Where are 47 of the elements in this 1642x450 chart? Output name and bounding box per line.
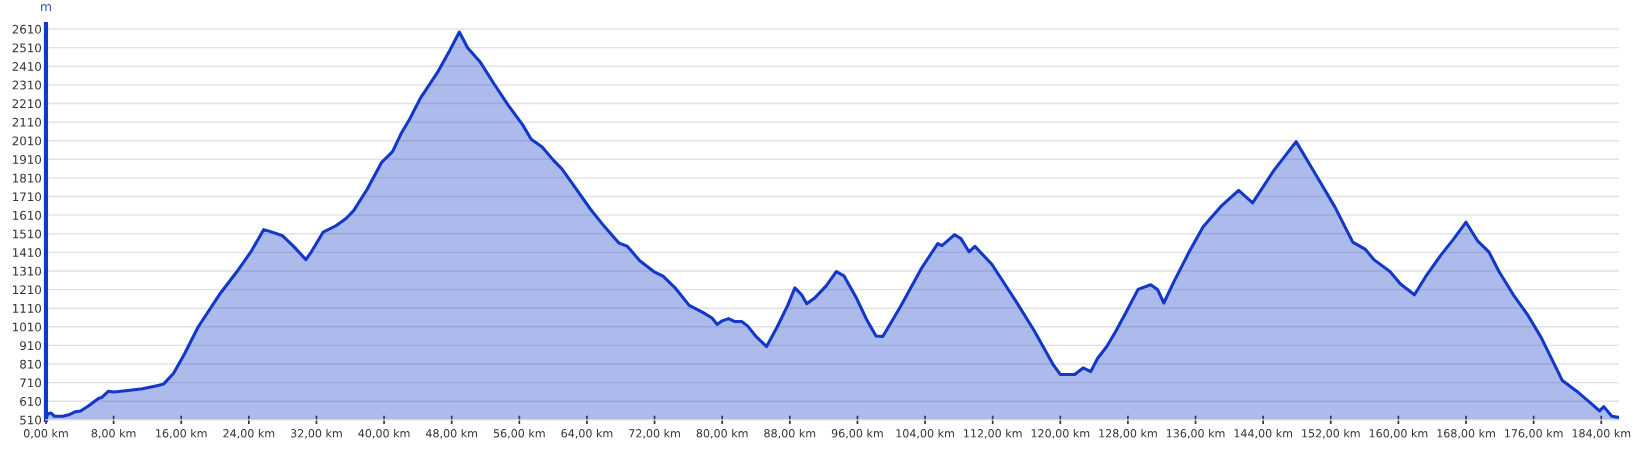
x-tick-label: 112,00 km — [964, 428, 1022, 439]
x-tick-label: 120,00 km — [1031, 428, 1090, 439]
y-tick-label: 2110 — [12, 117, 42, 127]
y-tick-label: 1310 — [13, 266, 42, 276]
y-tick-label: 610 — [20, 396, 42, 406]
x-tick-label: 16,00 km — [156, 428, 207, 439]
x-tick-label: 104,00 km — [896, 428, 954, 439]
x-tick-label: 48,00 km — [425, 428, 478, 439]
y-tick-label: 810 — [20, 359, 42, 369]
x-tick-label: 136,00 km — [1166, 428, 1225, 439]
y-tick-label: 1010 — [13, 322, 42, 332]
x-tick-label: 128,00 km — [1099, 428, 1157, 439]
y-tick-label: 1810 — [13, 173, 42, 183]
y-tick-label: 1210 — [13, 285, 42, 295]
y-tick-label: 510 — [20, 415, 42, 425]
x-tick-label: 144,00 km — [1234, 428, 1293, 439]
x-tick-label: 184,00 km — [1572, 428, 1631, 439]
x-tick-label: 160,00 km — [1369, 428, 1428, 439]
x-tick-label: 56,00 km — [493, 428, 545, 439]
y-tick-label: 2610 — [12, 24, 42, 34]
y-tick-label: 2510 — [12, 43, 42, 53]
y-tick-label: 1910 — [13, 155, 42, 164]
y-tick-label: 1710 — [13, 192, 42, 202]
y-tick-label: 2310 — [12, 80, 42, 90]
y-tick-label: 710 — [20, 378, 42, 388]
x-tick-label: 40,00 km — [358, 428, 410, 439]
y-tick-label: 910 — [20, 341, 42, 351]
x-tick-label: 64,00 km — [561, 428, 613, 439]
x-tick-label: 168,00 km — [1437, 428, 1495, 439]
x-tick-label: 8,00 km — [91, 428, 136, 439]
y-tick-label: 1110 — [13, 303, 42, 313]
y-tick-label: 2410 — [12, 61, 42, 71]
y-tick-label: 2010 — [12, 136, 42, 146]
y-axis-title: m — [41, 4, 51, 12]
y-tick-label: 1610 — [13, 210, 42, 220]
x-tick-label: 176,00 km — [1505, 428, 1563, 439]
x-tick-label: 96,00 km — [831, 428, 883, 439]
y-tick-label: 1410 — [13, 248, 42, 258]
x-tick-label: 88,00 km — [764, 428, 816, 439]
x-tick-label: 24,00 km — [223, 428, 275, 439]
x-tick-label: 32,00 km — [291, 428, 342, 439]
x-tick-label: 0,00 km — [23, 428, 68, 439]
y-tick-label: 1510 — [13, 229, 42, 239]
x-tick-label: 152,00 km — [1302, 428, 1360, 439]
x-tick-label: 72,00 km — [629, 428, 680, 439]
x-tick-label: 80,00 km — [696, 428, 748, 439]
y-tick-label: 2210 — [12, 99, 42, 109]
